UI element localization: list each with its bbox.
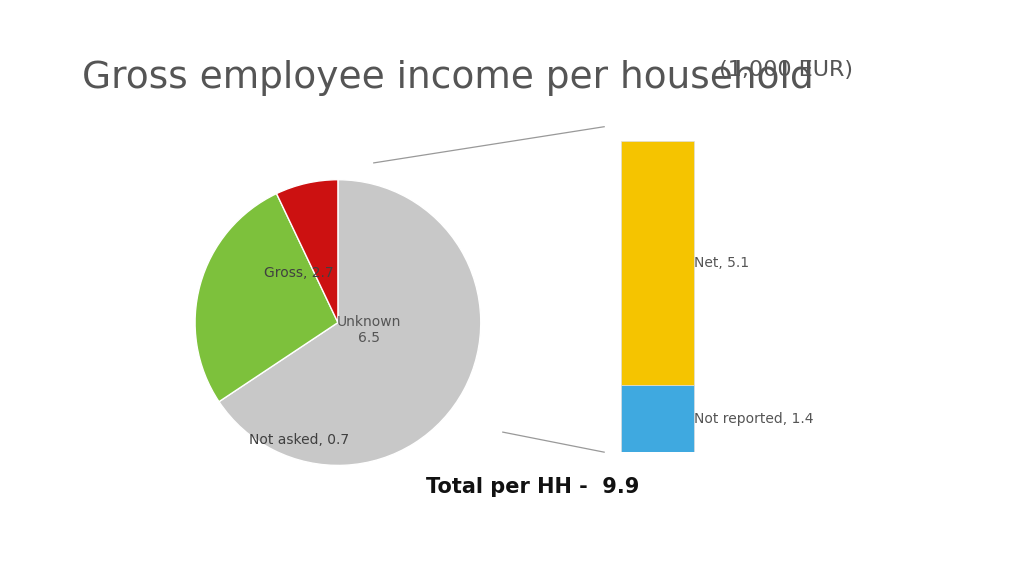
Wedge shape (219, 180, 481, 465)
Text: Not reported, 1.4: Not reported, 1.4 (694, 412, 814, 426)
Text: Unknown
6.5: Unknown 6.5 (337, 314, 401, 345)
Bar (622, 385, 694, 452)
Text: Gross, 2.7: Gross, 2.7 (263, 266, 333, 279)
Wedge shape (276, 180, 338, 323)
Text: Net, 5.1: Net, 5.1 (694, 256, 750, 270)
Wedge shape (196, 194, 338, 401)
Text: Total per HH -  9.9: Total per HH - 9.9 (426, 477, 639, 497)
Bar (622, 141, 694, 385)
Text: (1,000 EUR): (1,000 EUR) (712, 60, 853, 81)
Text: Not asked, 0.7: Not asked, 0.7 (250, 433, 349, 447)
Text: Gross employee income per household: Gross employee income per household (82, 60, 814, 97)
Text: 11: 11 (981, 561, 998, 575)
